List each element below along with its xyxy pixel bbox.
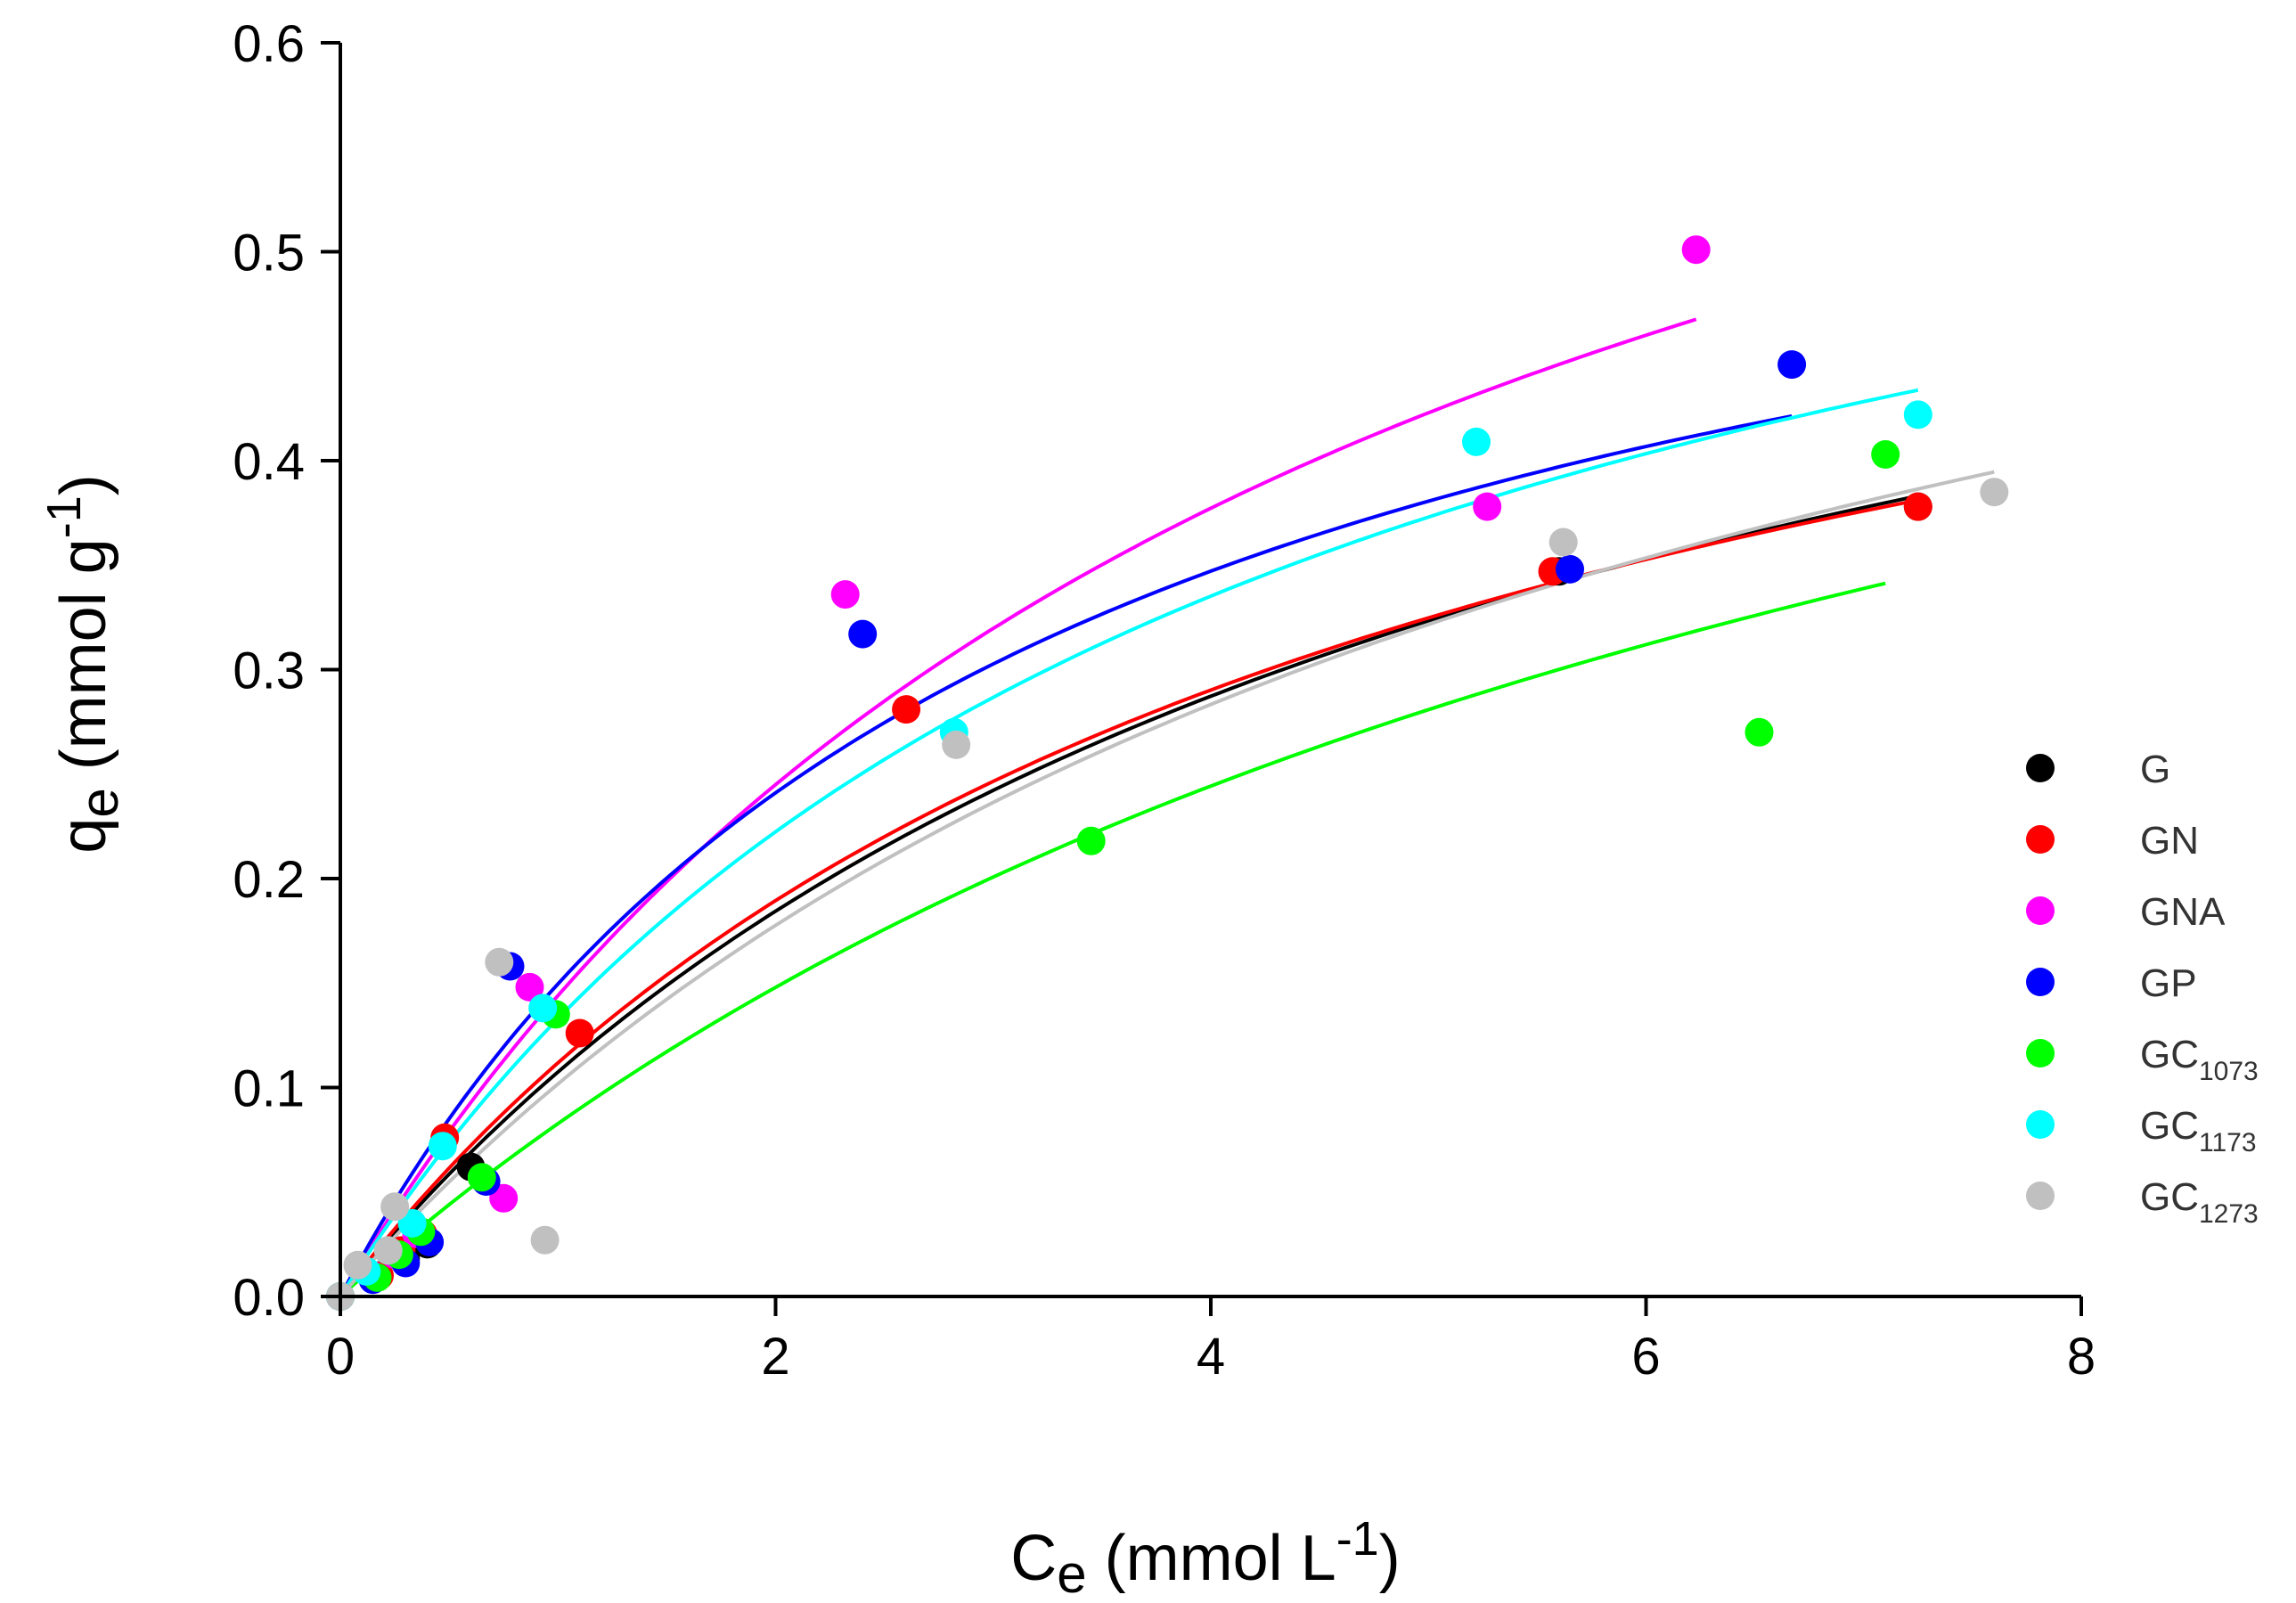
axes: [321, 41, 2083, 1316]
legend-label: GN: [2140, 819, 2199, 863]
data-point-gna: [830, 580, 860, 609]
legend-item-gn: GN: [2026, 819, 2199, 863]
data-point-gc1073: [1076, 826, 1106, 855]
tick-labels: 0 2 4 6 8 0.0 0.1 0.2 0.3 0.4 0.5 0.6: [233, 15, 2096, 1386]
legend-marker: [2026, 1110, 2055, 1139]
data-point-gc1173: [1903, 400, 1932, 429]
y-axis-title: qe (mmol g-1): [37, 474, 129, 853]
legend-item-gc1273: GC1273: [2026, 1175, 2259, 1229]
data-point-gp: [1556, 554, 1584, 584]
data-point-gna: [515, 972, 544, 1002]
data-points: [326, 235, 2009, 1311]
fit-curves: [339, 317, 1995, 1298]
legend-label: GC1273: [2140, 1175, 2259, 1229]
series-gc1273: [326, 478, 2009, 1311]
fit-curve-gna: [339, 317, 1697, 1298]
data-point-gp: [1777, 350, 1807, 380]
legend-item-g: G: [2026, 748, 2170, 791]
x-tick-label: 2: [761, 1328, 789, 1386]
legend-label: G: [2140, 748, 2170, 791]
fit-curve-gc1273: [339, 470, 1995, 1298]
x-tick-label: 0: [326, 1328, 355, 1386]
data-point-gn: [892, 695, 921, 724]
data-point-gc1173: [428, 1132, 457, 1161]
x-axis-title: Ce (mmol L-1): [1010, 1512, 1400, 1603]
legend-label: GNA: [2140, 890, 2226, 934]
data-point-gp: [848, 619, 878, 649]
data-point-gc1273: [373, 1236, 403, 1265]
legend-label: GC1073: [2140, 1033, 2259, 1086]
data-point-gc1073: [1744, 717, 1774, 747]
legend-marker: [2026, 968, 2055, 996]
data-point-gc1073: [467, 1163, 496, 1192]
y-tick-label: 0.2: [233, 851, 305, 909]
x-tick-label: 4: [1197, 1328, 1225, 1386]
data-point-gn: [1903, 492, 1932, 521]
data-point-gc1273: [343, 1250, 372, 1280]
legend-item-gp: GP: [2026, 961, 2197, 1005]
data-point-gc1273: [530, 1225, 560, 1255]
legend-marker: [2026, 825, 2055, 854]
data-point-gn: [565, 1018, 594, 1048]
y-tick-label: 0.0: [233, 1269, 305, 1327]
legend-marker: [2026, 754, 2055, 782]
x-tick-label: 6: [1631, 1328, 1660, 1386]
legend: G GN GNA GP GC1073 GC1173 GC1273: [2026, 748, 2259, 1229]
y-tick-label: 0.6: [233, 15, 305, 73]
fit-curve-gp: [339, 413, 1793, 1297]
y-tick-label: 0.3: [233, 642, 305, 700]
x-tick-label: 8: [2067, 1328, 2096, 1386]
legend-item-gc1173: GC1173: [2026, 1104, 2257, 1157]
y-tick-label: 0.1: [233, 1060, 305, 1118]
legend-marker: [2026, 896, 2055, 925]
legend-item-gc1073: GC1073: [2026, 1033, 2259, 1086]
fit-curve-gc1173: [339, 388, 1919, 1298]
data-point-gc1073: [1871, 440, 1900, 469]
data-point-gc1173: [528, 994, 558, 1023]
data-point-gc1173: [1462, 427, 1491, 456]
data-point-gc1273: [942, 730, 971, 759]
legend-marker: [2026, 1182, 2055, 1210]
data-point-gc1273: [1980, 478, 2009, 507]
legend-label: GP: [2140, 961, 2197, 1005]
data-point-gc1273: [485, 947, 514, 977]
data-point-gc1273: [1548, 528, 1578, 557]
legend-item-gna: GNA: [2026, 890, 2226, 934]
data-point-gna: [1473, 492, 1502, 521]
legend-marker: [2026, 1039, 2055, 1067]
fit-curve-gc1073: [339, 581, 1886, 1298]
legend-label: GC1173: [2140, 1104, 2257, 1157]
data-point-gc1273: [380, 1192, 410, 1222]
y-tick-label: 0.4: [233, 433, 305, 491]
data-point-gna: [1681, 235, 1711, 265]
y-tick-label: 0.5: [233, 225, 305, 282]
